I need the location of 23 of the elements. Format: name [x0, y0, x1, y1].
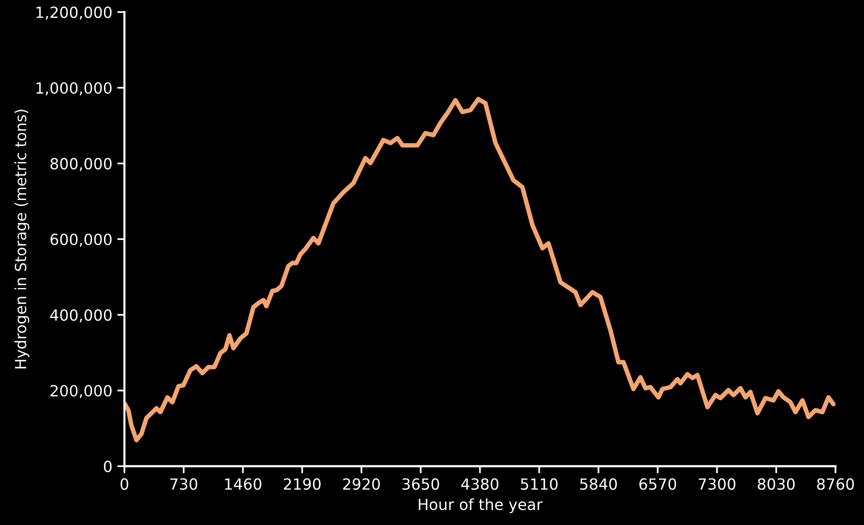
x-tick-label: 1460 — [225, 478, 262, 490]
y-tick-label: 600,000 — [50, 234, 112, 247]
x-tick-label: 730 — [170, 478, 198, 490]
line-series — [124, 96, 836, 442]
x-tick-label: 2920 — [343, 478, 380, 490]
x-tick-label: 8030 — [758, 478, 795, 490]
x-tick-label: 6570 — [639, 478, 676, 490]
y-tick-label: 200,000 — [50, 384, 112, 398]
x-tick-label: 3650 — [402, 478, 440, 490]
x-tick-label: 5110 — [520, 478, 558, 490]
y-tick-label: 0 — [104, 460, 112, 472]
x-tick-label: 8760 — [817, 478, 854, 490]
x-tick-label: 0 — [120, 478, 128, 490]
y-tick-label: 800,000 — [50, 158, 112, 172]
y-tick-label: 400,000 — [50, 309, 112, 322]
x-tick-label: 4380 — [461, 478, 498, 490]
x-tick-label: 5840 — [580, 478, 617, 490]
y-tick-label: 1,200,000 — [36, 6, 112, 20]
y-axis-title: Hydrogen in Storage (metric tons) — [14, 110, 30, 368]
x-tick-label: 2190 — [284, 478, 321, 490]
x-axis-title: Hour of the year — [418, 498, 543, 514]
x-tick-label: 7300 — [698, 478, 736, 490]
y-tick-label: 1,000,000 — [36, 82, 112, 96]
